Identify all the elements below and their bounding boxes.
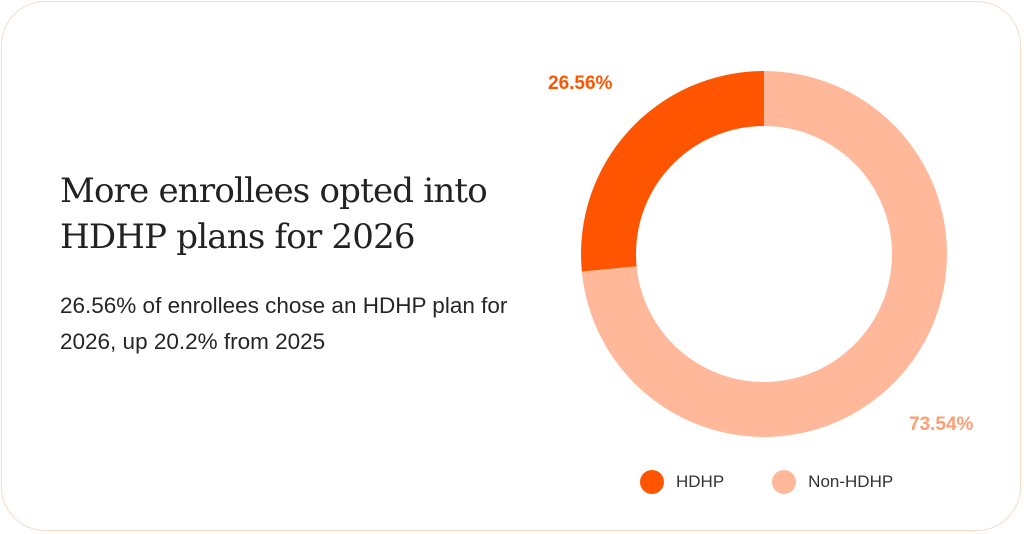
chart-legend: HDHP Non-HDHP [640, 470, 941, 494]
legend-label-non-hdhp: Non-HDHP [808, 472, 894, 491]
legend-item-hdhp: HDHP [640, 470, 724, 494]
chart-title: More enrollees opted into HDHP plans for… [60, 171, 488, 257]
donut-slice-non-hdhp [581, 71, 947, 437]
chart-subtitle: 26.56% of enrollees chose an HDHP plan f… [60, 293, 508, 354]
slice-label-non-hdhp: 73.54% [909, 414, 974, 435]
legend-label-hdhp: HDHP [676, 472, 725, 491]
donut-slice-hdhp [580, 71, 764, 272]
legend-dot-hdhp [640, 470, 664, 494]
slice-label-hdhp: 26.56% [548, 73, 613, 94]
legend-dot-non-hdhp [772, 470, 797, 494]
legend-item-non-hdhp: Non-HDHP [772, 470, 893, 494]
